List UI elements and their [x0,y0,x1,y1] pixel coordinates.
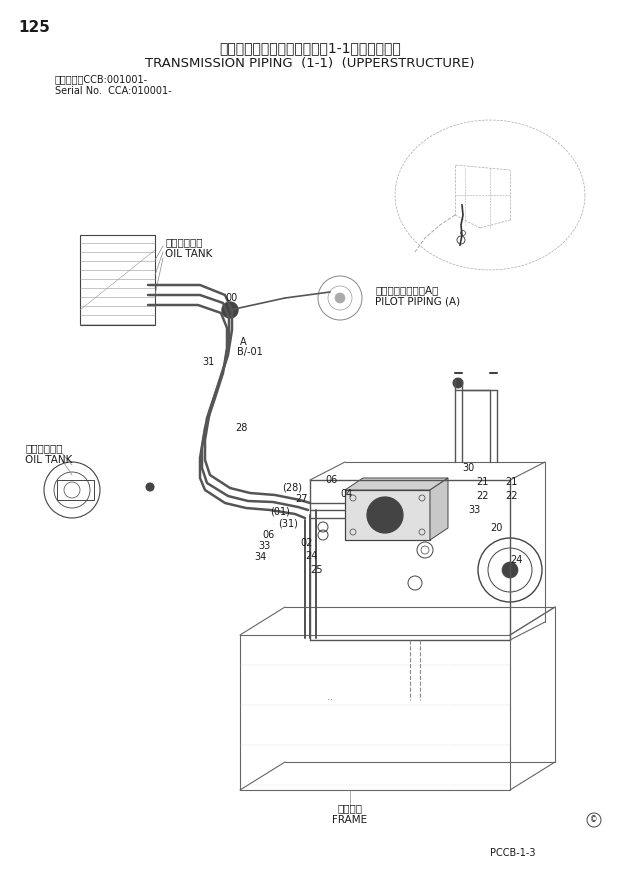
Circle shape [335,293,345,303]
Text: (31): (31) [278,519,298,529]
Text: フレーム: フレーム [337,803,363,813]
Circle shape [367,497,403,533]
Text: オイルタンク: オイルタンク [165,237,203,247]
Text: 30: 30 [462,463,474,473]
Text: トランスミッション配管　（1-1）（旋回体）: トランスミッション配管 （1-1）（旋回体） [219,41,401,55]
Text: 02: 02 [300,538,312,548]
Text: OIL TANK: OIL TANK [165,249,213,259]
Text: 34: 34 [254,552,266,562]
Text: ··: ·· [326,695,334,705]
Text: PCCB-1-3: PCCB-1-3 [490,848,536,858]
Text: 31: 31 [203,357,215,367]
Text: 21: 21 [505,477,517,487]
Text: 22: 22 [476,491,489,501]
Text: 22: 22 [505,491,518,501]
Polygon shape [345,490,430,540]
Text: TRANSMISSION PIPING  (1-1)  (UPPERSTRUCTURE): TRANSMISSION PIPING (1-1) (UPPERSTRUCTUR… [145,57,475,70]
Circle shape [453,378,463,388]
Polygon shape [345,478,448,490]
Text: FRAME: FRAME [332,815,368,825]
Text: (28): (28) [282,482,302,492]
Text: OIL TANK: OIL TANK [25,455,73,465]
Text: 適用号機　CCB:001001-: 適用号機 CCB:001001- [55,74,148,84]
Circle shape [502,562,518,578]
Text: PILOT PIPING (A): PILOT PIPING (A) [375,297,460,307]
Text: 24: 24 [510,555,523,565]
Text: A: A [240,337,247,347]
Text: B/-01: B/-01 [237,347,263,357]
Text: Serial No.  CCA:010001-: Serial No. CCA:010001- [55,86,172,96]
Text: オイルタンク: オイルタンク [25,443,63,453]
Text: 06: 06 [325,475,337,485]
Text: 28: 28 [236,423,248,433]
Text: 125: 125 [18,20,50,36]
Text: 00: 00 [225,293,237,303]
Text: 21: 21 [476,477,489,487]
Text: 27: 27 [295,494,308,504]
Text: パイロット配管（A）: パイロット配管（A） [375,285,438,295]
Circle shape [146,483,154,491]
Text: 04: 04 [340,489,352,499]
Text: 33: 33 [468,505,481,515]
Text: 24: 24 [305,551,317,561]
Text: ©: © [590,815,598,824]
Text: 06: 06 [262,530,274,540]
Polygon shape [430,478,448,540]
Circle shape [222,302,238,318]
Text: 33: 33 [258,541,270,551]
Circle shape [379,509,391,521]
Text: 25: 25 [310,565,322,575]
Text: (01): (01) [270,507,290,517]
Text: 20: 20 [490,523,502,533]
